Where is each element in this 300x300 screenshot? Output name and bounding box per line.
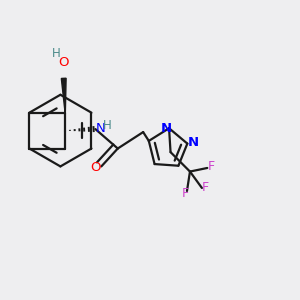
Text: H: H (103, 119, 112, 132)
Text: F: F (202, 182, 209, 194)
Text: N: N (161, 122, 172, 135)
Text: N: N (188, 136, 199, 149)
Text: N: N (96, 122, 106, 135)
Polygon shape (61, 78, 66, 113)
Text: F: F (182, 188, 189, 200)
Text: O: O (91, 161, 101, 174)
Text: H: H (52, 47, 61, 60)
Text: F: F (207, 160, 214, 173)
Text: O: O (58, 56, 69, 69)
